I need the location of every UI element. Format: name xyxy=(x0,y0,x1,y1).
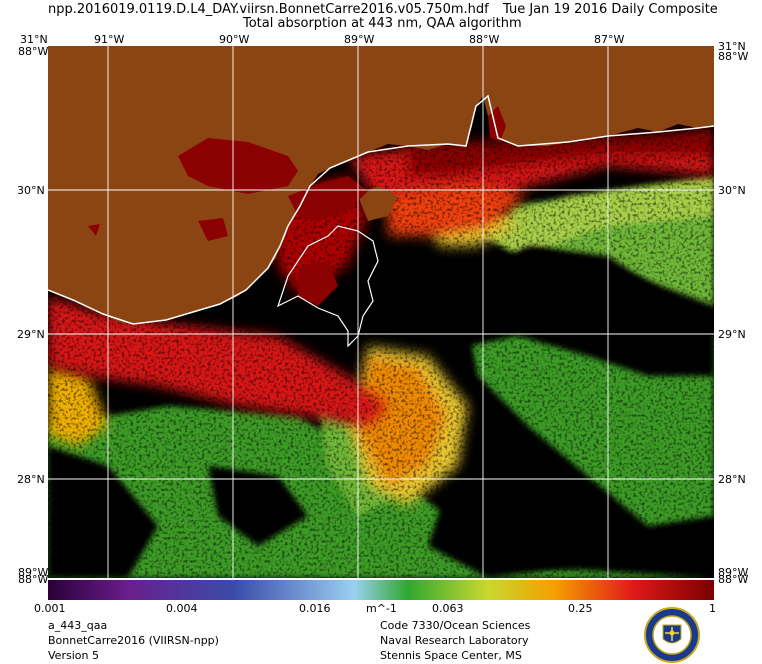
colorbar-label-0004: 0.004 xyxy=(166,602,198,615)
footer-dataset: BonnetCarre2016 (VIIRSN-npp) xyxy=(48,634,219,647)
colorbar-label-025: 0.25 xyxy=(568,602,593,615)
footer-location: Stennis Space Center, MS xyxy=(380,649,522,662)
corner-lon-top-left: 88°W xyxy=(18,45,49,58)
lat-tick-right-29: 29°N xyxy=(718,328,746,341)
nrl-seal-logo xyxy=(644,607,700,663)
date-title: Tue Jan 19 2016 Daily Composite xyxy=(503,2,718,17)
lat-tick-right-28: 28°N xyxy=(718,473,746,486)
colorbar-label-0016: 0.016 xyxy=(299,602,331,615)
graticule xyxy=(48,46,714,578)
corner-bottom-left-b: 88°W xyxy=(18,573,49,586)
colorbar-label-1: 1 xyxy=(709,602,716,615)
colorbar-units: m^-1 xyxy=(366,602,397,615)
corner-lon-top-right: 88°W xyxy=(718,50,749,63)
corner-bottom-right-b: 88°W xyxy=(718,573,749,586)
footer-version: Version 5 xyxy=(48,649,99,662)
corner-bottom-right-a: 89°W xyxy=(718,566,749,579)
corner-lat-top-right: 31°N xyxy=(718,40,746,53)
colorbar-label-0001: 0.001 xyxy=(34,602,66,615)
lat-tick-right-30: 30°N xyxy=(718,184,746,197)
filename-title: npp.2016019.0119.D.L4_DAY.viirsn.BonnetC… xyxy=(48,2,489,17)
inland-lakes xyxy=(88,106,506,306)
coastline xyxy=(48,94,714,325)
colorbar-label-0063: 0.063 xyxy=(432,602,464,615)
product-title: Total absorption at 443 nm, QAA algorith… xyxy=(243,16,522,31)
corner-lat-top-left: 31°N xyxy=(20,33,48,46)
lon-tick-87: 87°W xyxy=(594,33,625,46)
lat-tick-left-30: 30°N xyxy=(17,184,45,197)
lon-tick-91: 91°W xyxy=(94,33,125,46)
lon-tick-88: 88°W xyxy=(469,33,500,46)
colorbar-gradient xyxy=(48,580,714,600)
lon-tick-89: 89°W xyxy=(344,33,375,46)
land-mass xyxy=(48,46,714,324)
colorbar xyxy=(48,580,714,600)
footer-org-code: Code 7330/Ocean Sciences xyxy=(380,619,531,632)
lon-tick-90: 90°W xyxy=(219,33,250,46)
delta-coastline xyxy=(276,225,379,348)
footer-product-code: a_443_qaa xyxy=(48,619,108,632)
absorption-map xyxy=(48,46,714,578)
lat-tick-left-29: 29°N xyxy=(17,328,45,341)
footer-org-name: Naval Research Laboratory xyxy=(380,634,529,647)
lat-tick-left-28: 28°N xyxy=(17,473,45,486)
corner-bottom-left-a: 89°W xyxy=(18,566,49,579)
